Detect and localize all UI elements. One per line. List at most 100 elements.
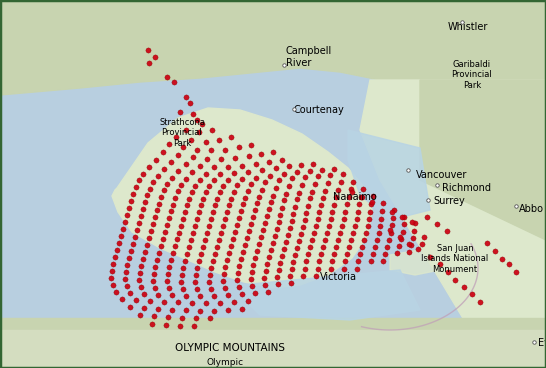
Point bbox=[340, 266, 348, 272]
Text: Olympic: Olympic bbox=[206, 358, 244, 367]
Point bbox=[301, 266, 310, 272]
Point bbox=[162, 322, 170, 328]
Point bbox=[199, 244, 207, 250]
Point bbox=[139, 256, 147, 262]
Point bbox=[221, 147, 229, 153]
Point bbox=[512, 269, 520, 275]
Point bbox=[354, 258, 363, 264]
Point bbox=[177, 272, 186, 278]
Point bbox=[364, 223, 372, 229]
Point bbox=[212, 244, 221, 250]
Point bbox=[247, 142, 256, 148]
Point bbox=[271, 165, 280, 171]
Point bbox=[185, 244, 193, 250]
Point bbox=[129, 241, 138, 247]
Point bbox=[223, 209, 232, 215]
Point bbox=[334, 187, 342, 193]
Point bbox=[227, 134, 235, 140]
Point bbox=[436, 261, 444, 267]
Point bbox=[266, 247, 275, 253]
Point bbox=[159, 187, 168, 193]
Point bbox=[188, 154, 197, 160]
Point bbox=[248, 269, 257, 275]
Point bbox=[260, 179, 269, 185]
Point bbox=[253, 248, 262, 254]
Point bbox=[210, 177, 218, 183]
Point bbox=[145, 164, 153, 170]
Point bbox=[343, 251, 352, 257]
Point bbox=[265, 254, 274, 260]
Point bbox=[189, 323, 198, 329]
Point bbox=[284, 183, 293, 189]
Point bbox=[153, 257, 162, 263]
Point bbox=[251, 255, 259, 261]
Point bbox=[141, 249, 150, 255]
Point bbox=[288, 266, 296, 272]
Point bbox=[245, 153, 253, 159]
Point bbox=[319, 244, 328, 250]
Point bbox=[400, 214, 408, 220]
Point bbox=[241, 195, 250, 201]
Point bbox=[366, 209, 375, 215]
Point bbox=[378, 258, 387, 264]
Point bbox=[289, 211, 298, 217]
Point bbox=[227, 243, 235, 249]
Point bbox=[216, 189, 224, 195]
Point bbox=[165, 215, 174, 221]
Point bbox=[239, 201, 247, 207]
Point bbox=[157, 194, 165, 200]
Point bbox=[345, 194, 353, 200]
Point bbox=[195, 177, 204, 183]
Point bbox=[218, 223, 227, 229]
Text: Garibaldi
Provincial
Park: Garibaldi Provincial Park bbox=[452, 60, 492, 90]
Point bbox=[135, 220, 144, 226]
Point bbox=[163, 278, 171, 284]
Point bbox=[212, 196, 221, 202]
Point bbox=[174, 299, 182, 305]
Point bbox=[327, 216, 335, 222]
Point bbox=[296, 231, 305, 237]
Point bbox=[265, 206, 274, 212]
Point bbox=[192, 315, 200, 321]
Point bbox=[247, 221, 256, 227]
Point bbox=[112, 247, 121, 253]
Point bbox=[244, 298, 252, 304]
Point bbox=[308, 161, 317, 167]
Point bbox=[369, 251, 377, 257]
Point bbox=[117, 233, 126, 239]
Point bbox=[277, 205, 286, 211]
Point bbox=[393, 250, 401, 256]
Point bbox=[339, 171, 347, 177]
Point bbox=[206, 265, 215, 271]
Point bbox=[181, 258, 189, 264]
Point bbox=[135, 277, 144, 283]
Point bbox=[301, 174, 310, 180]
Point bbox=[177, 223, 186, 229]
Point bbox=[165, 264, 174, 270]
Point bbox=[280, 171, 288, 177]
Point bbox=[186, 100, 194, 106]
Point bbox=[330, 166, 339, 172]
Point bbox=[275, 177, 283, 183]
Point bbox=[257, 234, 265, 240]
Text: Whistler: Whistler bbox=[448, 22, 488, 32]
Polygon shape bbox=[0, 330, 546, 368]
Point bbox=[217, 230, 225, 236]
Point bbox=[115, 240, 123, 246]
Point bbox=[224, 250, 233, 256]
Point bbox=[227, 196, 235, 202]
Point bbox=[321, 237, 329, 243]
Point bbox=[109, 261, 117, 267]
Point bbox=[200, 237, 209, 243]
Point bbox=[215, 137, 223, 143]
Point bbox=[319, 195, 328, 201]
Point bbox=[351, 223, 359, 229]
Point bbox=[283, 232, 292, 238]
Point bbox=[117, 296, 126, 302]
Point bbox=[150, 271, 158, 277]
Point bbox=[365, 216, 373, 222]
Point bbox=[378, 208, 387, 214]
Point bbox=[210, 308, 218, 314]
Point bbox=[396, 234, 405, 240]
Point bbox=[313, 173, 322, 179]
